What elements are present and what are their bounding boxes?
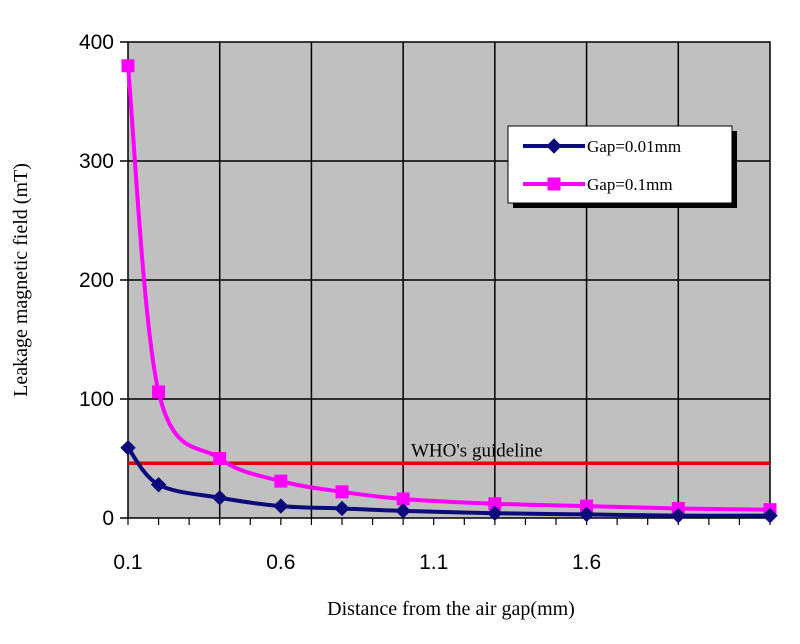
y-tick-label: 400 xyxy=(79,31,114,54)
legend: Gap=0.01mm Gap=0.1mm xyxy=(507,125,737,208)
y-axis-title: Leakage magnetic field (mT) xyxy=(10,163,32,397)
x-tick-label: 0.6 xyxy=(266,551,295,574)
data-point xyxy=(121,59,135,73)
x-tick-label: 0.1 xyxy=(113,551,142,574)
grid-lines xyxy=(128,42,770,518)
legend-label: Gap=0.1mm xyxy=(587,175,673,194)
data-point xyxy=(273,498,289,514)
x-tick-label: 1.1 xyxy=(419,551,448,574)
data-point xyxy=(578,506,595,523)
data-point xyxy=(152,385,166,399)
reference-lines: WHO's guideline xyxy=(128,440,770,466)
y-tick-label: 0 xyxy=(102,507,114,530)
legend-box xyxy=(507,125,733,204)
data-point xyxy=(212,490,228,506)
x-tick-label: 1.6 xyxy=(572,551,601,574)
data-point xyxy=(395,503,411,519)
data-point xyxy=(213,452,227,465)
data-point xyxy=(150,476,167,493)
data-point xyxy=(120,440,136,456)
y-tick-label: 100 xyxy=(79,388,114,411)
data-point xyxy=(762,507,778,524)
y-axis-ticks: 0 100 200 300 400 xyxy=(79,31,128,530)
y-tick-label: 200 xyxy=(79,269,114,292)
legend-label: Gap=0.01mm xyxy=(587,137,681,156)
legend-swatch-marker xyxy=(546,138,562,154)
who-guideline-label: WHO's guideline xyxy=(411,440,543,461)
series-Gap=0.01mm xyxy=(120,440,778,524)
data-point xyxy=(487,505,503,521)
data-point xyxy=(670,507,686,524)
x-axis-ticks: 0.1 0.6 1.1 1.6 xyxy=(113,518,771,574)
x-axis-title: Distance from the air gap(mm) xyxy=(327,598,575,620)
y-tick-label: 300 xyxy=(79,150,114,173)
data-point xyxy=(335,485,349,499)
series-layer xyxy=(120,59,778,524)
legend-swatch-marker xyxy=(547,177,561,191)
data-point xyxy=(334,500,350,517)
data-point xyxy=(274,474,288,488)
